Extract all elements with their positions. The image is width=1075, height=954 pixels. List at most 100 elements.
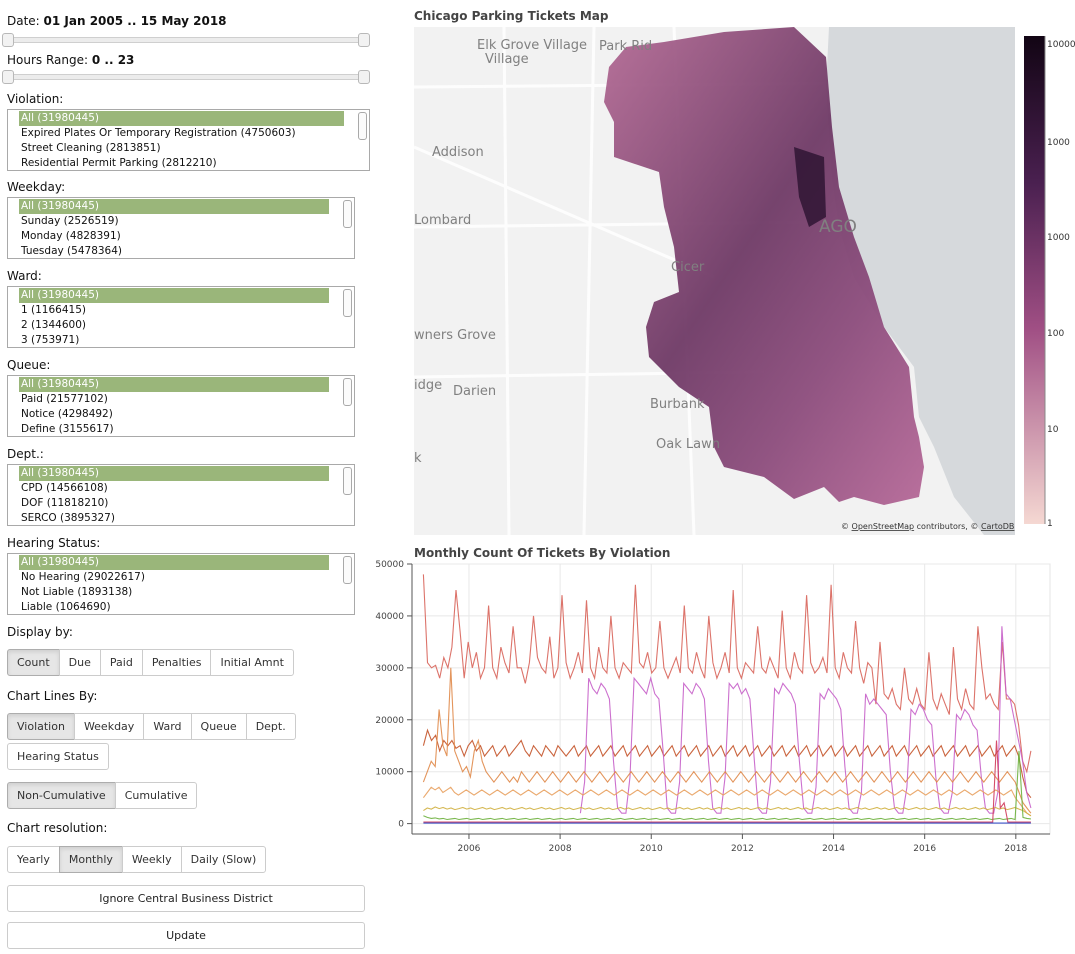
x-tick-label: 2010 — [640, 844, 663, 854]
colorbar-gradient — [1024, 36, 1045, 524]
listbox-option[interactable]: 3 (753971) — [21, 334, 80, 346]
place-label-chicago: AGO — [819, 217, 857, 237]
listbox-option[interactable]: CPD (14566108) — [21, 482, 108, 494]
display-by-label: Display by: — [7, 625, 73, 639]
chart-lines-violation-button[interactable]: Violation — [7, 713, 75, 740]
listbox-label-3: Queue: — [7, 358, 51, 372]
chart-resolution-label: Chart resolution: — [7, 821, 108, 835]
x-tick-label: 2012 — [731, 844, 754, 854]
x-tick-label: 2014 — [822, 844, 845, 854]
listbox-option[interactable]: Residential Permit Parking (2812210) — [21, 157, 217, 169]
chart-resolution-group: Yearly Monthly Weekly Daily (Slow) — [7, 846, 267, 873]
listbox-option[interactable]: No Hearing (29022617) — [21, 571, 145, 583]
chart-lines-dept-button[interactable]: Dept. — [245, 713, 296, 740]
place-label-ridge: idge — [414, 378, 442, 393]
listbox-option[interactable]: Notice (4298492) — [21, 408, 113, 420]
cartodb-link: CartoDB — [981, 522, 1014, 531]
chart-lines-queue-button[interactable]: Queue — [190, 713, 247, 740]
monthly-count-chart[interactable]: 0 10000 20000 30000 40000 50000 2006 2008 2010 20… — [360, 556, 1060, 856]
display-by-penalties-button[interactable]: Penalties — [141, 649, 212, 676]
series-line-7 — [423, 740, 1031, 823]
listbox-option[interactable]: Not Liable (1893138) — [21, 586, 133, 598]
listbox-option[interactable]: Tuesday (5478364) — [21, 245, 123, 257]
listbox-option[interactable]: 1 (1166415) — [21, 304, 86, 316]
filter-listbox-4[interactable]: All (31980445) CPD (14566108) DOF (1181821… — [7, 464, 355, 526]
filter-listbox-5[interactable]: All (31980445) No Hearing (29022617) Not L… — [7, 553, 355, 615]
chart-lines-weekday-button[interactable]: Weekday — [73, 713, 145, 740]
colorbar-tick-100: 100 — [1047, 329, 1064, 339]
resolution-monthly-button[interactable]: Monthly — [58, 846, 123, 873]
filter-listbox-0[interactable]: All (31980445) Expired Plates Or Temporar… — [7, 109, 370, 171]
listbox-option[interactable]: All (31980445) — [19, 555, 329, 570]
chart-lines-ward-button[interactable]: Ward — [143, 713, 192, 740]
display-by-due-button[interactable]: Due — [58, 649, 101, 676]
listbox-option[interactable]: Define (3155617) — [21, 423, 114, 435]
hours-slider-end-handle[interactable] — [358, 70, 370, 84]
tickets-heatmap-area — [604, 27, 924, 505]
y-tick-label: 50000 — [375, 560, 404, 570]
listbox-label-1: Weekday: — [7, 180, 66, 194]
parking-tickets-map[interactable]: Elk Grove Village Village Park Rid Addis… — [414, 27, 1015, 535]
filter-listbox-3[interactable]: All (31980445) Paid (21577102) Notice (429… — [7, 375, 355, 437]
listbox-option[interactable]: All (31980445) — [19, 111, 344, 126]
hours-slider-start-handle[interactable] — [2, 70, 14, 84]
listbox-option[interactable]: All (31980445) — [19, 466, 329, 481]
date-range-slider[interactable] — [7, 37, 370, 43]
colorbar-tick-10000: 10000 — [1047, 40, 1075, 50]
series-line-6 — [423, 750, 1031, 821]
ignore-cbd-button[interactable]: Ignore Central Business District — [7, 885, 365, 912]
update-button[interactable]: Update — [7, 922, 365, 949]
listbox-option[interactable]: All (31980445) — [19, 377, 329, 392]
listbox-scrollbar[interactable] — [343, 200, 352, 228]
chart-lines-hearing-status-button[interactable]: Hearing Status — [7, 743, 109, 770]
hours-label-text: Hours Range: — [7, 53, 92, 67]
listbox-scrollbar[interactable] — [343, 467, 352, 495]
listbox-option[interactable]: All (31980445) — [19, 199, 329, 214]
listbox-option[interactable]: Street Cleaning (2813851) — [21, 142, 161, 154]
listbox-scrollbar[interactable] — [343, 378, 352, 406]
cumulative-non-cumulative-button[interactable]: Non-Cumulative — [7, 782, 116, 809]
y-tick-label: 0 — [398, 820, 404, 830]
colorbar-tick-10: 10 — [1047, 425, 1059, 435]
listbox-option[interactable]: Liable (1064690) — [21, 601, 111, 613]
listbox-option[interactable]: 2 (1344600) — [21, 319, 86, 331]
x-tick-label: 2006 — [458, 844, 481, 854]
filter-listbox-1[interactable]: All (31980445) Sunday (2526519) Monday (48… — [7, 197, 355, 259]
place-label-oak-lawn: Oak Lawn — [656, 437, 720, 452]
lake-michigan — [826, 27, 1015, 535]
listbox-label-0: Violation: — [7, 92, 64, 106]
chart-lines-by-group-row2: Hearing Status — [7, 743, 109, 770]
date-slider-start-handle[interactable] — [2, 33, 14, 47]
filter-listbox-2[interactable]: All (31980445) 1 (1166415) 2 (1344600) 3 (7… — [7, 286, 355, 348]
place-label-park-ridge: Park Rid — [599, 39, 652, 54]
listbox-option[interactable]: DOF (11818210) — [21, 497, 109, 509]
y-tick-label: 10000 — [375, 768, 404, 778]
display-by-count-button[interactable]: Count — [7, 649, 60, 676]
date-slider-end-handle[interactable] — [358, 33, 370, 47]
listbox-option[interactable]: Monday (4828391) — [21, 230, 121, 242]
hours-range-label: Hours Range: 0 .. 23 — [7, 53, 134, 67]
display-by-initial-amnt-button[interactable]: Initial Amnt — [210, 649, 294, 676]
hours-range-slider[interactable] — [7, 74, 370, 80]
listbox-option[interactable]: SERCO (3895327) — [21, 512, 115, 524]
listbox-option[interactable]: Paid (21577102) — [21, 393, 108, 405]
series-line-0 — [422, 574, 1032, 774]
display-by-paid-button[interactable]: Paid — [99, 649, 143, 676]
listbox-scrollbar[interactable] — [343, 556, 352, 584]
listbox-option[interactable]: Expired Plates Or Temporary Registration… — [21, 127, 296, 139]
listbox-scrollbar[interactable] — [358, 112, 367, 140]
listbox-label-2: Ward: — [7, 269, 42, 283]
series-line-1 — [422, 728, 1032, 799]
date-range-value: 01 Jan 2005 .. 15 May 2018 — [43, 14, 227, 28]
listbox-label-4: Dept.: — [7, 447, 44, 461]
resolution-weekly-button[interactable]: Weekly — [121, 846, 182, 873]
series-line-5 — [423, 806, 1032, 817]
listbox-option[interactable]: All (31980445) — [19, 288, 329, 303]
resolution-daily-slow-button[interactable]: Daily (Slow) — [180, 846, 267, 873]
osm-link: OpenStreetMap — [852, 522, 915, 531]
resolution-yearly-button[interactable]: Yearly — [7, 846, 60, 873]
cumulative-cumulative-button[interactable]: Cumulative — [114, 782, 198, 809]
listbox-scrollbar[interactable] — [343, 289, 352, 317]
place-label-burbank: Burbank — [650, 397, 705, 412]
listbox-option[interactable]: Sunday (2526519) — [21, 215, 119, 227]
